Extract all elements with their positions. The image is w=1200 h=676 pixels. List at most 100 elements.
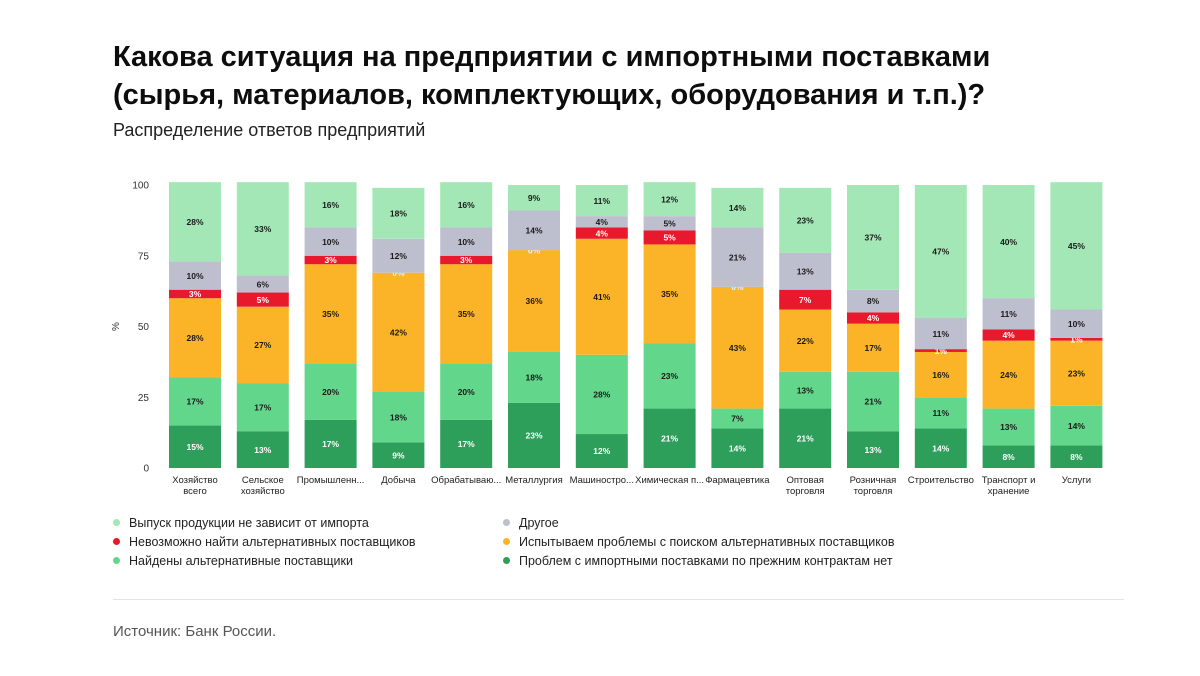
bar-segment[interactable] <box>643 343 696 409</box>
bar-segment[interactable] <box>711 187 764 228</box>
bar-segment[interactable] <box>914 397 967 429</box>
bar-segment[interactable] <box>847 289 899 313</box>
bar-segment[interactable] <box>575 185 628 217</box>
data-label: 4% <box>596 228 609 238</box>
bar-segment[interactable] <box>1050 445 1103 468</box>
bar-segment[interactable] <box>236 182 289 276</box>
bar-segment[interactable] <box>575 434 628 468</box>
data-label: 0% <box>392 268 405 278</box>
bar-segment[interactable] <box>643 182 696 217</box>
bar-segment[interactable] <box>711 286 764 409</box>
bar-segment[interactable] <box>372 391 425 443</box>
bar-segment[interactable] <box>304 227 357 256</box>
legend-marker-icon <box>503 519 510 526</box>
bar-segment[interactable] <box>169 298 221 378</box>
bar-segment[interactable] <box>982 340 1035 409</box>
bar-segment[interactable] <box>643 244 696 344</box>
bar-segment[interactable] <box>1050 182 1103 310</box>
bar-segment[interactable] <box>169 182 221 262</box>
data-label: 13% <box>797 385 814 395</box>
bar-segment[interactable] <box>847 431 899 468</box>
legend-item-no-import-dependency[interactable]: Выпуск продукции не зависит от импорта <box>113 516 369 530</box>
bar-segment[interactable] <box>508 210 560 251</box>
bar-segment[interactable] <box>779 408 832 468</box>
bar-segment[interactable] <box>372 187 425 239</box>
bar-segment[interactable] <box>982 185 1035 299</box>
bar-segment[interactable] <box>575 354 628 435</box>
data-label: 28% <box>186 333 203 343</box>
bar-segment[interactable] <box>779 309 832 372</box>
data-label: 28% <box>593 390 610 400</box>
bar-segment[interactable] <box>711 408 764 429</box>
bar-segment[interactable] <box>440 255 493 265</box>
bar-segment[interactable] <box>643 216 696 231</box>
bar-segment[interactable] <box>643 230 696 245</box>
bar-segment[interactable] <box>169 289 221 299</box>
data-label: 11% <box>1000 309 1017 319</box>
bar-segment[interactable] <box>440 363 493 420</box>
data-label: 16% <box>932 370 949 380</box>
bar-segment[interactable] <box>847 185 899 290</box>
bar-segment[interactable] <box>847 312 899 324</box>
bar-segment[interactable] <box>304 419 357 468</box>
bar-segment[interactable] <box>440 264 493 364</box>
bar-segment[interactable] <box>847 323 899 372</box>
bar-segment[interactable] <box>982 445 1035 468</box>
bar-segment[interactable] <box>169 261 221 290</box>
bar-segment[interactable] <box>1050 340 1103 406</box>
bar-segment[interactable] <box>372 442 425 468</box>
bar-segment[interactable] <box>169 425 221 468</box>
bar-segment[interactable] <box>643 408 696 468</box>
bar-segment[interactable] <box>169 377 221 426</box>
bar-segment[interactable] <box>236 306 289 384</box>
bar-segment[interactable] <box>914 349 967 352</box>
bar-segment[interactable] <box>914 428 967 468</box>
bar-segment[interactable] <box>372 238 425 273</box>
data-label: 4% <box>1002 330 1015 340</box>
bar-segment[interactable] <box>236 275 289 293</box>
bar-segment[interactable] <box>304 363 357 420</box>
bar-segment[interactable] <box>372 272 425 392</box>
bar-segment[interactable] <box>440 182 493 228</box>
bar-segment[interactable] <box>779 371 832 409</box>
bar-segment[interactable] <box>304 255 357 265</box>
bar-segment[interactable] <box>779 187 832 253</box>
bar-segment[interactable] <box>1050 405 1103 446</box>
bar-segment[interactable] <box>440 419 493 468</box>
bar-segment[interactable] <box>236 383 289 432</box>
bar-segment[interactable] <box>779 252 832 290</box>
bar-segment[interactable] <box>982 329 1035 341</box>
bar-segment[interactable] <box>914 318 967 350</box>
bar-segment[interactable] <box>304 264 357 364</box>
bar-segment[interactable] <box>508 250 560 352</box>
bar-segment[interactable] <box>914 351 967 398</box>
bar-segment[interactable] <box>440 227 493 256</box>
bar-segment[interactable] <box>236 431 289 468</box>
bar-segment[interactable] <box>575 227 628 239</box>
bar-segment[interactable] <box>711 428 764 468</box>
legend-item-no-problems[interactable]: Проблем с импортными поставками по прежн… <box>503 554 893 568</box>
data-label: 13% <box>254 445 271 455</box>
bar-segment[interactable] <box>508 185 560 211</box>
bar-segment[interactable] <box>508 351 560 403</box>
legend-item-alternatives-found[interactable]: Найдены альтернативные поставщики <box>113 554 353 568</box>
legend-item-no-alternative-found[interactable]: Невозможно найти альтернативных поставщи… <box>113 535 416 549</box>
bar-segment[interactable] <box>508 402 560 468</box>
bar-segment[interactable] <box>914 185 967 319</box>
bar-segment[interactable] <box>982 408 1035 446</box>
bar-segment[interactable] <box>779 289 832 310</box>
bar-segment[interactable] <box>982 298 1035 330</box>
bar-segment[interactable] <box>575 216 628 228</box>
legend-item-other[interactable]: Другое <box>503 516 559 530</box>
y-axis: 0 25 50 75 100% <box>111 181 149 475</box>
bar-segment[interactable] <box>711 227 764 287</box>
legend-item-search-problems[interactable]: Испытываем проблемы с поиском альтернати… <box>503 535 894 549</box>
bar-segment[interactable] <box>304 182 357 228</box>
bar-segment[interactable] <box>236 292 289 307</box>
data-label: 21% <box>729 252 746 262</box>
bar-segment[interactable] <box>847 371 899 432</box>
data-label: 8% <box>1002 452 1015 462</box>
bar-segment[interactable] <box>1050 337 1103 341</box>
bar-segment[interactable] <box>1050 309 1103 338</box>
bar-segment[interactable] <box>575 238 628 355</box>
